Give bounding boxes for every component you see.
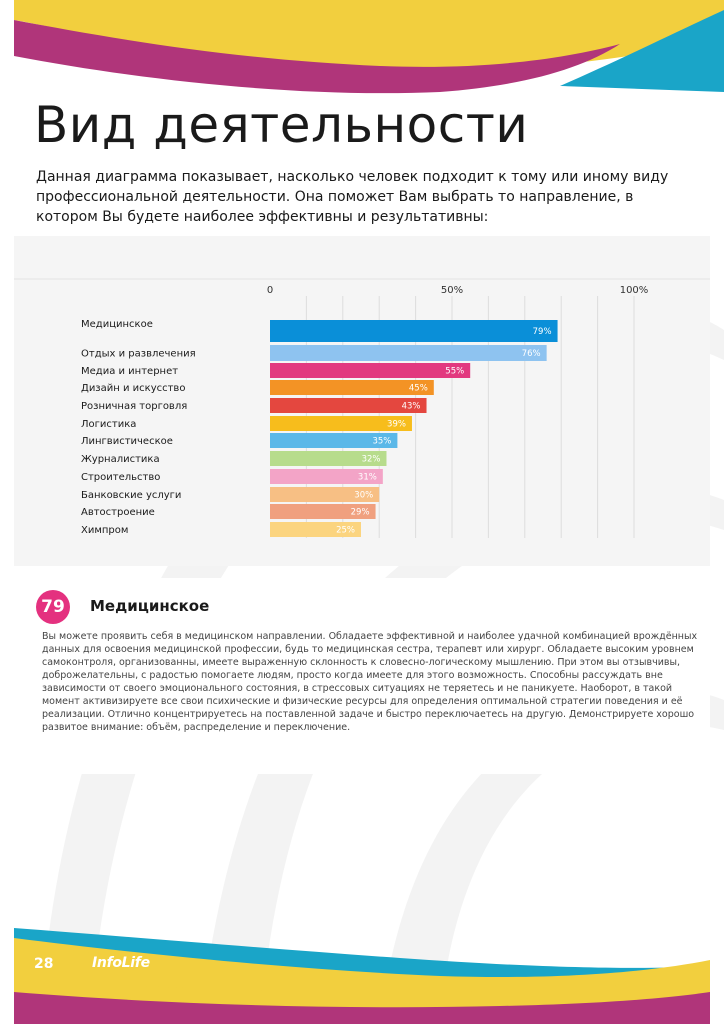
- category-label: Дизайн и искусство: [81, 383, 185, 394]
- category-label: Журналистика: [81, 454, 160, 465]
- bar-value-label: 25%: [336, 526, 355, 536]
- bar: [270, 504, 376, 519]
- category-label: Химпром: [81, 525, 128, 536]
- bar-value-label: 31%: [358, 473, 377, 483]
- category-label: Отдых и развлечения: [81, 349, 196, 360]
- bar-value-label: 39%: [387, 420, 406, 430]
- page-number: 28: [34, 956, 54, 972]
- category-label: Банковские услуги: [81, 490, 181, 501]
- infolife-logo: InfoLife: [92, 955, 150, 971]
- bar-value-label: 45%: [409, 384, 428, 394]
- detail-title: Медицинское: [90, 597, 210, 615]
- bar: [270, 469, 383, 484]
- bar: [270, 416, 412, 431]
- bar: [270, 487, 380, 502]
- bar: [270, 363, 471, 378]
- detail-section: 79 Медицинское Вы можете проявить себя в…: [14, 578, 710, 774]
- chart-panel: 0 50% 100% Медицинское 79% Отдых и развлечени…: [14, 236, 710, 566]
- category-label: Строительство: [81, 472, 160, 483]
- score-badge: 79: [36, 590, 70, 624]
- bar: [270, 451, 387, 466]
- bar: [270, 433, 398, 448]
- bar-value-label: 30%: [354, 491, 373, 501]
- category-label: Медиа и интернет: [81, 366, 178, 377]
- x-tick-label: 50%: [441, 285, 463, 296]
- category-label: Лингвистическое: [81, 436, 173, 447]
- bar-value-label: 55%: [445, 367, 464, 377]
- bar-value-label: 32%: [362, 455, 381, 465]
- bar: [270, 522, 361, 537]
- bar-value-label: 35%: [372, 437, 391, 447]
- intro-text: Данная диаграмма показывает, насколько ч…: [36, 169, 669, 225]
- bar: [270, 345, 547, 361]
- bar: [270, 320, 558, 342]
- category-label: Автостроение: [81, 507, 155, 518]
- page-title: Вид деятельности: [34, 96, 529, 154]
- category-label: Медицинское: [81, 319, 153, 330]
- x-tick-label: 0: [267, 285, 273, 296]
- bar-value-label: 76%: [522, 349, 541, 359]
- bar-value-label: 29%: [351, 508, 370, 518]
- bar-chart: 0 50% 100% Медицинское 79% Отдых и развлечени…: [14, 278, 710, 538]
- bar: [270, 398, 427, 413]
- bar-value-label: 79%: [533, 327, 552, 337]
- x-tick-label: 100%: [620, 285, 649, 296]
- category-label: Розничная торговля: [81, 401, 187, 412]
- header-band: [14, 0, 724, 100]
- detail-description: Вы можете проявить себя в медицинском на…: [42, 631, 698, 733]
- footer-band: [14, 928, 710, 1024]
- category-label: Логистика: [81, 419, 136, 430]
- bar: [270, 380, 434, 395]
- bar-value-label: 43%: [402, 402, 421, 412]
